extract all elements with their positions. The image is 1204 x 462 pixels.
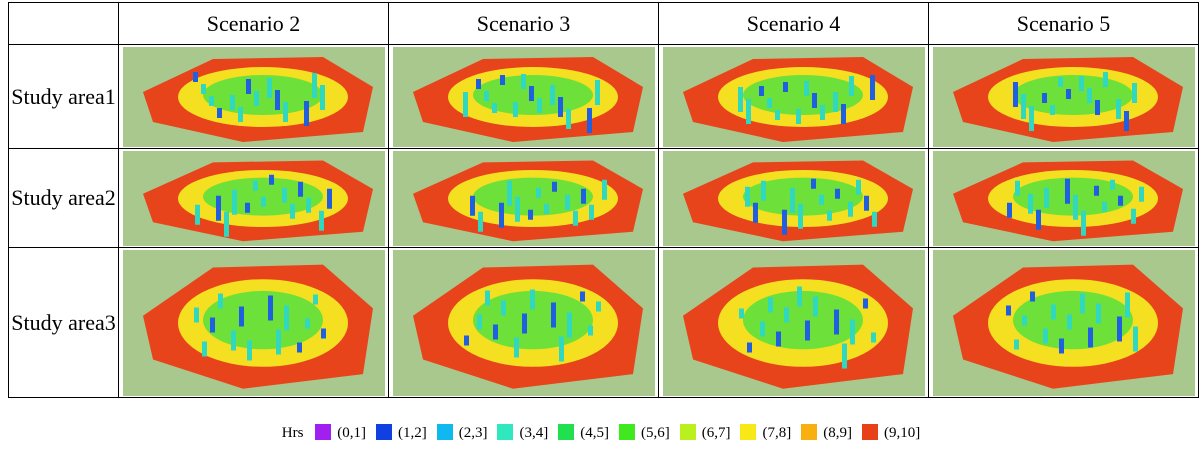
simulation-image: [933, 250, 1195, 396]
image-cell: [389, 45, 659, 149]
image-cell: [659, 248, 929, 398]
simulation-image: [393, 250, 655, 396]
image-cell: [929, 45, 1199, 149]
simulation-image: [933, 151, 1195, 246]
image-cell: [119, 248, 389, 398]
legend-label: (5,6]: [641, 425, 670, 441]
simulation-image: [123, 250, 385, 396]
table-row: Study area1: [9, 45, 1199, 149]
legend-swatch: [862, 424, 878, 440]
image-cell: [119, 45, 389, 149]
legend-item: (1,2]: [368, 424, 427, 442]
legend-label: (8,9]: [823, 425, 852, 441]
simulation-image: [663, 250, 925, 396]
legend-item: (5,6]: [611, 424, 670, 442]
legend: Hrs (0,1] (1,2] (2,3] (3,4] (4,5] (5,6] (6,7] (…: [0, 424, 1204, 442]
legend-swatch: [740, 424, 756, 440]
legend-label: (4,5]: [580, 425, 609, 441]
column-header: Scenario 2: [119, 3, 389, 45]
legend-item: (8,9]: [793, 424, 852, 442]
image-cell: [659, 45, 929, 149]
image-cell: [389, 149, 659, 248]
legend-item: (6,7]: [672, 424, 731, 442]
legend-swatch: [680, 424, 696, 440]
legend-label: (9,10]: [884, 425, 920, 441]
image-cell: [119, 149, 389, 248]
simulation-image: [123, 151, 385, 246]
simulation-image: [393, 151, 655, 246]
simulation-image: [393, 47, 655, 147]
image-cell: [929, 248, 1199, 398]
corner-cell: [9, 3, 119, 45]
figure: Scenario 2Scenario 3Scenario 4Scenario 5…: [0, 0, 1204, 462]
legend-swatch: [619, 424, 635, 440]
row-label: Study area3: [9, 248, 119, 398]
legend-label: (6,7]: [702, 425, 731, 441]
column-header: Scenario 5: [929, 3, 1199, 45]
legend-label: (7,8]: [762, 425, 791, 441]
legend-label: (1,2]: [398, 425, 427, 441]
legend-swatch: [376, 424, 392, 440]
legend-item: (7,8]: [732, 424, 791, 442]
legend-title: Hrs: [282, 425, 304, 441]
row-label: Study area2: [9, 149, 119, 248]
legend-label: (0,1]: [337, 425, 366, 441]
legend-swatch: [497, 424, 513, 440]
legend-label: (3,4]: [519, 425, 548, 441]
legend-swatch: [801, 424, 817, 440]
legend-swatch: [437, 424, 453, 440]
image-cell: [929, 149, 1199, 248]
simulation-image: [933, 47, 1195, 147]
legend-label: (2,3]: [459, 425, 488, 441]
simulation-image: [663, 47, 925, 147]
legend-item: (9,10]: [854, 424, 920, 442]
image-cell: [659, 149, 929, 248]
table-row: Study area3: [9, 248, 1199, 398]
legend-item: (4,5]: [550, 424, 609, 442]
legend-item: (2,3]: [429, 424, 488, 442]
legend-swatch: [315, 424, 331, 440]
legend-item: (0,1]: [307, 424, 366, 442]
table-row: Study area2: [9, 149, 1199, 248]
legend-swatch: [558, 424, 574, 440]
column-header: Scenario 3: [389, 3, 659, 45]
simulation-image: [123, 47, 385, 147]
legend-item: (3,4]: [489, 424, 548, 442]
row-label: Study area1: [9, 45, 119, 149]
image-cell: [389, 248, 659, 398]
column-header: Scenario 4: [659, 3, 929, 45]
simulation-image: [663, 151, 925, 246]
